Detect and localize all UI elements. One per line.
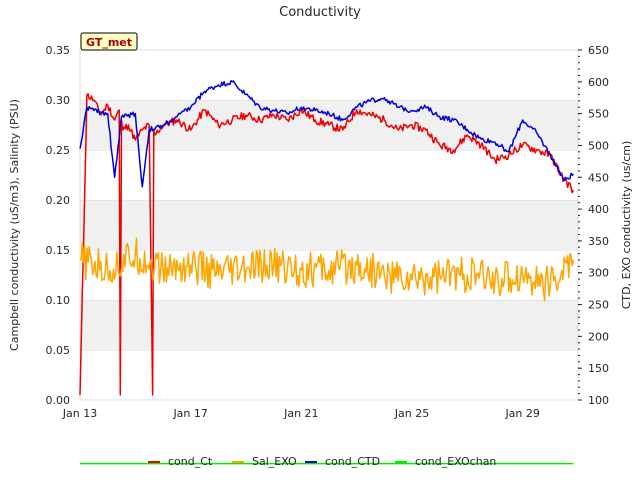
right-tick-label: 250 (588, 299, 609, 312)
grid-band (80, 50, 578, 100)
left-tick-label: 0.25 (46, 144, 71, 157)
x-axis: Jan 13 Jan 17 Jan 21 Jan 25 Jan 29 (62, 407, 540, 420)
right-tick-label: 200 (588, 330, 609, 343)
left-tick-label: 0.30 (46, 94, 71, 107)
left-tick-label: 0.35 (46, 44, 71, 57)
right-tick-label: 300 (588, 267, 609, 280)
grid-bands (80, 49, 578, 400)
right-tick-label: 400 (588, 203, 609, 216)
right-tick-label: 100 (588, 394, 609, 407)
legend: cond_Ct Sal_EXO cond_CTD cond_EXOchan (148, 455, 496, 468)
chart-title: Conductivity (279, 5, 361, 20)
gt-met-badge: GT_met (80, 32, 138, 51)
series-line-sal-exo (79, 237, 575, 302)
grid-band (80, 200, 578, 250)
right-axis-label: CTD, EXO conductivity (us/cm) (620, 141, 633, 310)
right-tick-label: 150 (588, 362, 609, 375)
right-tick-label: 550 (588, 108, 609, 121)
legend-entry: Sal_EXO (252, 455, 297, 468)
left-tick-label: 0.00 (46, 394, 71, 407)
x-tick-label: Jan 13 (62, 407, 97, 420)
right-tick-label: 450 (588, 171, 609, 184)
grid-band (80, 350, 578, 400)
left-tick-label: 0.05 (46, 344, 71, 357)
right-axis: 100 150 200 250 300 350 400 450 500 550 600 650 (578, 44, 609, 407)
series-layer (79, 79, 575, 465)
left-axis: 0.00 0.05 0.10 0.15 0.20 0.25 0.30 0.35 (46, 44, 71, 407)
left-axis-label: Campbell conductivity (uS/m3), Salinity … (8, 99, 21, 351)
right-tick-label: 350 (588, 235, 609, 248)
right-tick-label: 650 (588, 44, 609, 57)
right-tick-label: 500 (588, 139, 609, 152)
left-tick-label: 0.10 (46, 294, 71, 307)
right-tick-label: 600 (588, 76, 609, 89)
plot-frame (79, 49, 579, 401)
series-line-cond-ctd (79, 79, 574, 188)
legend-entry: cond_Ct (168, 455, 213, 468)
left-tick-label: 0.15 (46, 244, 71, 257)
x-tick-label: Jan 21 (283, 407, 318, 420)
x-tick-label: Jan 25 (394, 407, 429, 420)
legend-entry: cond_CTD (325, 455, 380, 468)
left-tick-label: 0.20 (46, 194, 71, 207)
legend-entry: cond_EXOchan (415, 455, 496, 468)
grid-band (80, 300, 578, 350)
badge-label: GT_met (86, 36, 132, 49)
x-tick-label: Jan 17 (172, 407, 207, 420)
x-tick-label: Jan 29 (504, 407, 539, 420)
